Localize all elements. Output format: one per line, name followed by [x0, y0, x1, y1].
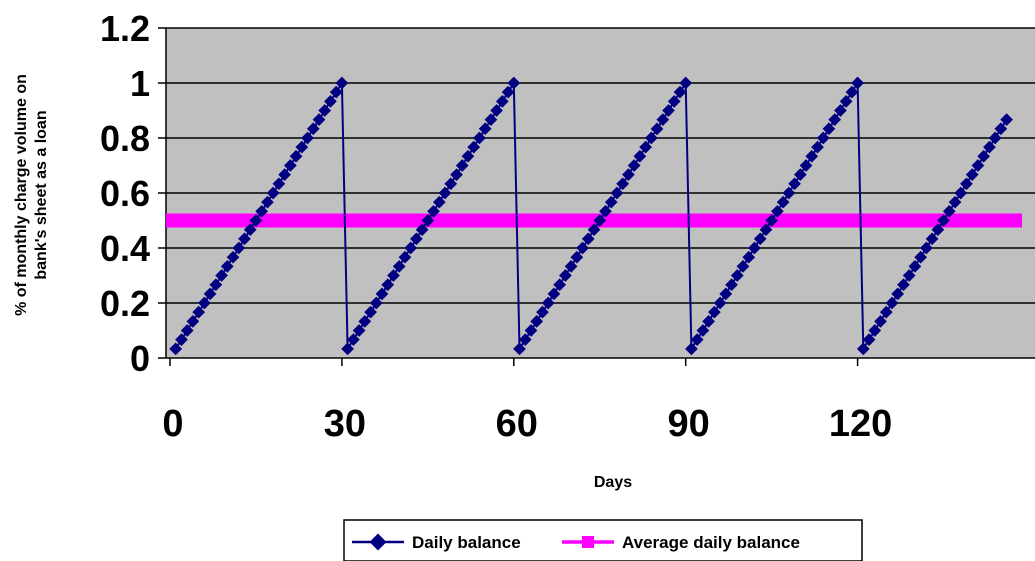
daily-balance-point-26 [318, 104, 332, 117]
daily-balance-point-32 [352, 324, 366, 337]
daily-balance-point-22 [295, 140, 309, 154]
daily-balance-point-10 [226, 250, 240, 264]
daily-balance-point-15 [255, 204, 269, 218]
daily-balance-point-99 [736, 259, 750, 273]
daily-balance-point-93 [702, 314, 715, 328]
daily-balance-point-35 [369, 296, 383, 310]
daily-balance-point-5 [198, 296, 211, 310]
daily-balance-point-123 [874, 314, 887, 328]
daily-balance-point-28 [329, 85, 343, 99]
x-tick-label-4: 120 [829, 403, 892, 445]
y-tick-label-0: 0 [130, 338, 150, 379]
daily-balance-point-56 [490, 104, 503, 117]
x-axis-title: Days [594, 474, 632, 491]
daily-balance-point-31 [347, 333, 360, 347]
legend: Daily balance Average daily balance [343, 519, 863, 561]
daily-balance-point-48 [444, 177, 458, 191]
daily-balance-point-17 [266, 186, 280, 200]
daily-balance-point-14 [249, 214, 263, 227]
daily-balance-point-43 [415, 223, 429, 237]
legend-daily-marker [369, 533, 387, 551]
daily-balance-point-129 [908, 259, 922, 273]
daily-balance-point-30 [341, 342, 354, 356]
daily-balance-point-50 [455, 159, 469, 172]
daily-balance-point-67 [553, 278, 567, 292]
daily-balance-point-44 [421, 214, 435, 227]
daily-balance-point-51 [461, 149, 475, 163]
daily-balance-point-33 [358, 314, 372, 328]
daily-balance-point-41 [404, 241, 418, 255]
x-tick-label-1: 30 [324, 403, 366, 445]
y-axis-title-line-1: % of monthly charge volume on [13, 74, 30, 316]
daily-balance-point-94 [708, 305, 721, 319]
daily-balance-point-11 [232, 241, 246, 255]
daily-balance-point-52 [467, 140, 481, 154]
daily-balance-point-114 [822, 122, 836, 136]
y-axis-title-line-2: bank's sheet as a loan [33, 110, 50, 279]
y-tick-label-1: 0.2 [100, 283, 150, 324]
daily-balance-point-96 [719, 287, 733, 301]
daily-balance-point-60 [513, 342, 526, 356]
daily-balance-point-61 [518, 333, 532, 347]
y-tick-label-5: 1 [130, 63, 150, 104]
x-tick-label-3: 90 [668, 403, 710, 445]
axes [158, 27, 1035, 366]
daily-balance-point-38 [387, 269, 400, 282]
daily-balance-point-0 [169, 342, 183, 356]
daily-balance-point-64 [536, 305, 549, 319]
daily-balance-point-97 [725, 278, 738, 292]
daily-balance-point-69 [564, 259, 578, 273]
daily-balance-point-54 [478, 122, 492, 136]
daily-balance-point-57 [495, 94, 509, 108]
legend-daily-label: Daily balance [412, 533, 521, 552]
daily-balance-point-7 [209, 278, 223, 292]
daily-balance-point-19 [278, 168, 291, 182]
daily-balance-point-29 [335, 76, 349, 90]
daily-balance-point-18 [272, 177, 286, 191]
daily-balance-point-47 [438, 186, 452, 200]
daily-balance-point-20 [283, 159, 297, 172]
series-daily-balance [169, 76, 1013, 356]
y-tick-label-4: 0.8 [100, 118, 150, 159]
tick-labels: 0 0.2 0.4 0.6 0.8 1 1.2 0 30 60 90 120 [100, 8, 892, 445]
daily-balance-point-124 [879, 305, 893, 319]
daily-balance-point-34 [364, 305, 377, 319]
daily-balance-point-120 [856, 342, 870, 356]
legend-average-marker [582, 536, 594, 548]
x-tick-label-2: 60 [496, 403, 538, 445]
daily-balance-point-53 [473, 131, 486, 145]
daily-balance-point-113 [816, 131, 830, 145]
daily-balance-point-40 [398, 250, 412, 264]
daily-balance-point-126 [891, 287, 905, 301]
daily-balance-point-12 [238, 232, 251, 246]
y-tick-label-3: 0.6 [100, 173, 150, 214]
y-tick-label-2: 0.4 [100, 228, 150, 269]
daily-balance-point-23 [301, 131, 314, 145]
daily-balance-point-91 [690, 333, 704, 347]
daily-balance-point-37 [381, 278, 395, 292]
daily-balance-point-27 [324, 94, 337, 108]
daily-balance-point-100 [742, 250, 756, 264]
daily-balance-point-8 [215, 269, 228, 282]
daily-balance-point-21 [289, 149, 303, 163]
daily-balance-point-9 [220, 259, 234, 273]
daily-balance-point-46 [432, 195, 446, 209]
daily-balance-point-121 [862, 333, 876, 347]
y-tick-label-6: 1.2 [100, 8, 150, 49]
daily-balance-point-58 [501, 85, 515, 99]
daily-balance-point-45 [427, 204, 440, 218]
daily-balance-point-39 [392, 259, 406, 273]
daily-balance-point-49 [450, 168, 463, 182]
daily-balance-point-25 [312, 113, 326, 127]
daily-balance-point-63 [530, 314, 544, 328]
daily-balance-point-90 [685, 342, 698, 356]
daily-balance-point-36 [375, 287, 389, 301]
daily-balance-point-16 [261, 195, 274, 209]
daily-balance-point-127 [897, 278, 910, 292]
daily-balance-point-55 [484, 113, 498, 127]
legend-average-label: Average daily balance [622, 533, 800, 552]
x-tick-label-0: 0 [162, 403, 183, 445]
